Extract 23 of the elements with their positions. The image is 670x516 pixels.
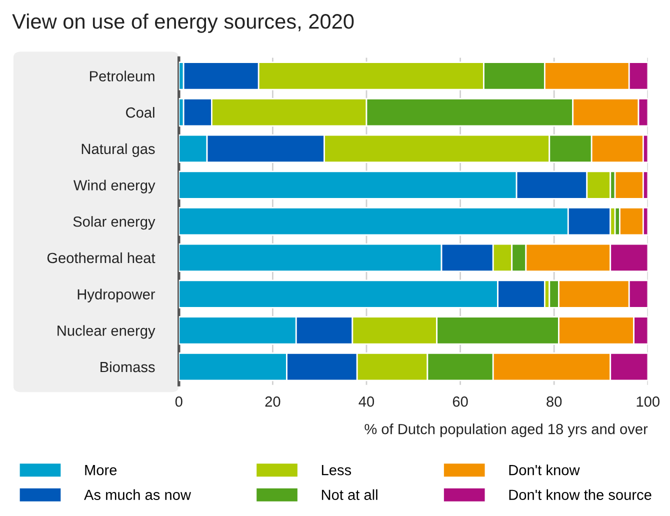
y-tick-label: Wind energy: [73, 180, 156, 194]
y-tick-label: Natural gas: [82, 143, 155, 157]
chart-title: View on use of energy sources, 2020: [12, 14, 354, 33]
y-tick-label: Petroleum: [90, 70, 154, 82]
y-tick-label: Solar energy: [73, 216, 156, 230]
legend-label: Less: [322, 465, 352, 476]
x-tick-label: 20: [265, 396, 280, 407]
y-tick-label: Coal: [126, 107, 154, 118]
x-tick-label: 100: [636, 396, 660, 407]
x-tick-label: 40: [358, 396, 374, 407]
legend-label: Don't know the source: [509, 489, 652, 500]
x-tick-label: 0: [175, 396, 182, 407]
legend-label: More: [85, 465, 117, 476]
x-axis-title: % of Dutch population aged 18 yrs and over: [364, 424, 648, 438]
legend-label: Don't know: [509, 464, 580, 476]
x-tick-label: 80: [546, 396, 562, 407]
y-tick-label: Biomass: [100, 361, 155, 372]
y-tick-label: Nuclear energy: [58, 325, 156, 339]
legend-label: As much as now: [84, 489, 192, 500]
legend-label: Not at all: [322, 489, 378, 500]
y-tick-label: Hydropower: [78, 288, 156, 302]
x-tick-label: 60: [452, 396, 468, 407]
y-tick-label: Geothermal heat: [47, 252, 156, 264]
